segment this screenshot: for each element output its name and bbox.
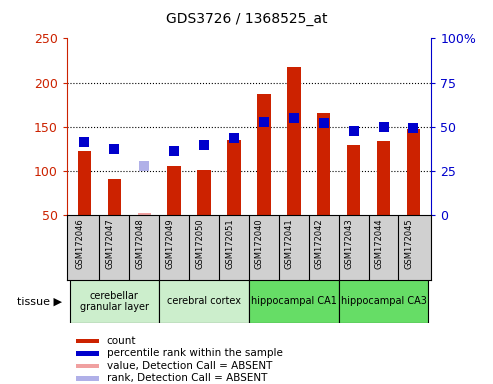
Bar bbox=[107, 179, 121, 215]
Text: percentile rank within the sample: percentile rank within the sample bbox=[106, 348, 282, 358]
Text: GSM172048: GSM172048 bbox=[135, 218, 144, 269]
Text: GSM172046: GSM172046 bbox=[75, 218, 84, 269]
Bar bbox=[287, 67, 301, 215]
Bar bbox=[377, 141, 390, 215]
Bar bbox=[257, 94, 271, 215]
Point bbox=[200, 142, 208, 148]
Text: rank, Detection Call = ABSENT: rank, Detection Call = ABSENT bbox=[106, 373, 267, 383]
Bar bbox=[168, 167, 181, 215]
Bar bbox=[70, 280, 159, 323]
Text: cerebellar
granular layer: cerebellar granular layer bbox=[80, 291, 149, 312]
Text: cerebral cortex: cerebral cortex bbox=[167, 296, 241, 306]
Bar bbox=[317, 113, 330, 215]
Text: GSM172049: GSM172049 bbox=[165, 218, 174, 269]
Text: GSM172041: GSM172041 bbox=[285, 218, 294, 269]
Point bbox=[410, 126, 418, 132]
Text: GSM172044: GSM172044 bbox=[375, 218, 384, 269]
Bar bbox=[76, 339, 99, 343]
Bar bbox=[76, 364, 99, 368]
Bar bbox=[339, 280, 428, 323]
Bar bbox=[76, 351, 99, 356]
Text: count: count bbox=[106, 336, 136, 346]
Text: GSM172042: GSM172042 bbox=[315, 218, 324, 269]
Text: GSM172051: GSM172051 bbox=[225, 218, 234, 269]
Text: tissue ▶: tissue ▶ bbox=[17, 296, 62, 306]
Point bbox=[350, 128, 357, 134]
Point bbox=[380, 124, 387, 130]
Text: GDS3726 / 1368525_at: GDS3726 / 1368525_at bbox=[166, 12, 327, 25]
Bar bbox=[78, 151, 91, 215]
Point bbox=[320, 120, 328, 126]
Bar bbox=[347, 145, 360, 215]
Bar bbox=[249, 280, 339, 323]
Point bbox=[260, 119, 268, 125]
Point bbox=[230, 135, 238, 141]
Text: value, Detection Call = ABSENT: value, Detection Call = ABSENT bbox=[106, 361, 272, 371]
Text: hippocampal CA1: hippocampal CA1 bbox=[251, 296, 337, 306]
Bar bbox=[227, 140, 241, 215]
Bar bbox=[159, 280, 249, 323]
Text: GSM172040: GSM172040 bbox=[255, 218, 264, 269]
Text: hippocampal CA3: hippocampal CA3 bbox=[341, 296, 426, 306]
Point bbox=[80, 139, 88, 145]
Point bbox=[290, 115, 298, 121]
Bar bbox=[138, 213, 151, 215]
Bar bbox=[76, 376, 99, 381]
Text: GSM172043: GSM172043 bbox=[345, 218, 353, 269]
Point bbox=[141, 164, 148, 170]
Point bbox=[170, 148, 178, 154]
Text: GSM172050: GSM172050 bbox=[195, 218, 204, 269]
Point bbox=[110, 146, 118, 152]
Text: GSM172045: GSM172045 bbox=[404, 218, 414, 269]
Text: GSM172047: GSM172047 bbox=[106, 218, 114, 269]
Bar bbox=[407, 129, 420, 215]
Bar bbox=[197, 170, 211, 215]
